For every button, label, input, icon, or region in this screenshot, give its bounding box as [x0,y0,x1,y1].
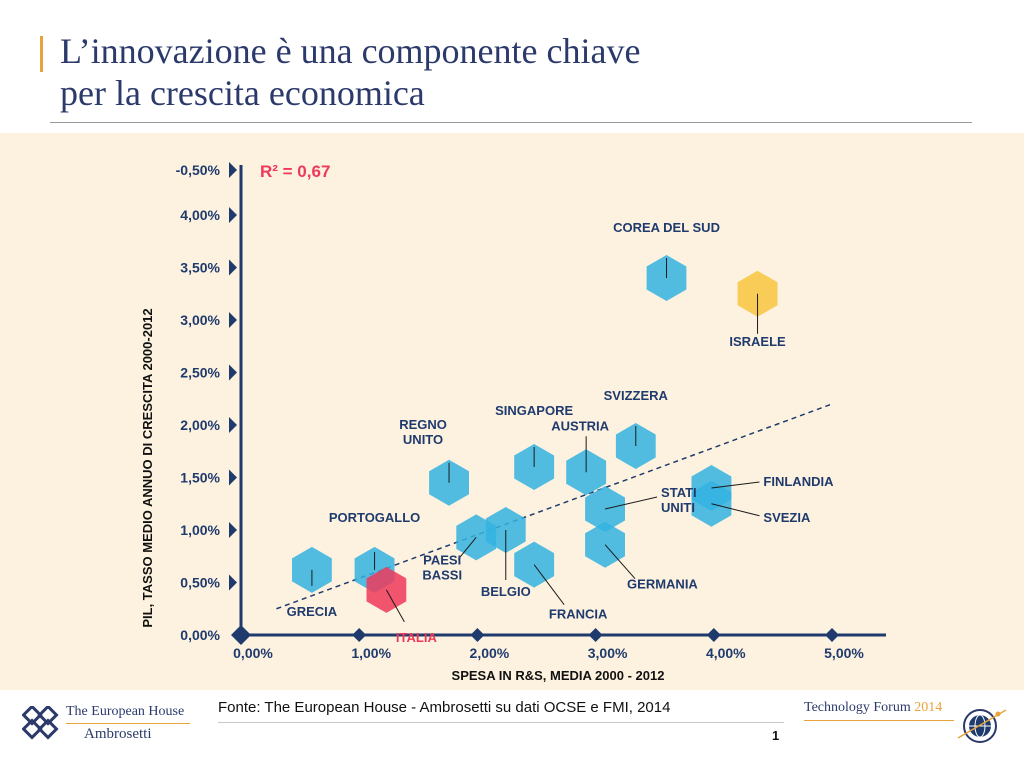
x-tick-label: 1,00% [351,645,391,661]
x-tick-marker [470,628,485,642]
title-line-2: per la crescita economica [60,73,425,113]
footer-divider [218,722,784,723]
x-tick-marker [706,628,721,642]
y-tick-arrow [229,364,237,381]
point-label: SVIZZERA [604,388,669,403]
point-label: FINLANDIA [763,474,834,489]
point-label: BELGIO [481,584,531,599]
scatter-chart: 0,00% 0,50% 1,00% 1,50% 2,00% 2,50% 3,00% 3,50%… [140,162,886,683]
title-divider [50,122,972,123]
point-label: SVEZIA [763,510,811,525]
chart-panel [0,133,1024,690]
point-label-line2: UNITO [403,432,443,447]
y-tick-label: 3,00% [180,312,220,328]
point-label-line2: UNITI [661,500,695,515]
y-tick-arrow [229,162,237,178]
logo-left-separator [66,723,190,724]
y-tick-label: 2,50% [180,365,220,381]
logo-left-line-2: Ambrosetti [84,726,152,742]
leader-line [457,537,477,560]
point-label: SINGAPORE [495,403,573,418]
x-tick-label: 4,00% [706,645,746,661]
data-point-hexagon [566,449,607,496]
logo-right-text: Technology Forum 2014 [804,700,942,716]
y-tick-label: 3,50% [180,260,220,276]
leader-line [711,481,760,489]
point-label: COREA DEL SUD [613,220,720,235]
x-tick-marker [825,628,839,642]
y-tick-arrow [229,207,237,223]
point-label: FRANCIA [549,607,608,622]
y-tick-arrow [229,469,237,486]
logo-right-separator [804,720,954,721]
point-label: GRECIA [287,604,338,619]
data-point-hexagon [429,459,469,506]
x-tick-label: 3,00% [588,645,628,661]
y-axis-label: PIL, TASSO MEDIO ANNUO DI CRESCITA 2000-… [140,308,155,627]
source-note: Fonte: The European House - Ambrosetti s… [218,699,671,716]
title-accent-bar [40,36,43,72]
x-tick-marker [588,628,603,642]
technology-forum-logo: Technology Forum 2014 [800,700,1024,760]
y-tick-arrow [229,417,237,433]
globe-icon [957,709,1007,743]
data-point-hexagon [514,541,555,588]
y-tick-arrow [229,259,237,276]
y-tick-label: 0,00% [180,627,220,643]
y-tick-arrow [229,312,237,328]
page-number: 1 [772,728,780,743]
y-tick-label: 0,50% [180,575,220,591]
x-tick-label: 0,00% [233,645,273,661]
point-label-line2: BASSI [422,567,462,582]
point-label: AUSTRIA [551,418,609,433]
y-tick-arrow [229,522,237,538]
ambrosetti-logo: The European House Ambrosetti [22,702,202,748]
ambrosetti-mark-icon [22,706,59,740]
x-tick-label: 5,00% [824,645,864,661]
y-tick-label: -0,50% [176,162,221,178]
x-tick-marker [352,628,367,642]
y-tick-label: 1,50% [180,470,220,486]
slide-title: L’innovazione è una componente chiave pe… [60,30,960,114]
leader-line [533,564,565,605]
y-tick-arrow [229,574,237,591]
leader-line [604,496,658,510]
point-label-line1: REGNO [399,417,447,432]
y-tick-label: 1,00% [180,522,220,538]
point-label: ISRAELE [729,334,786,349]
point-label: ITALIA [396,630,438,645]
point-label-line1: STATI [661,485,697,500]
leader-line [385,589,405,623]
leader-line [604,544,636,580]
y-tick-label: 4,00% [180,207,220,223]
data-point-hexagon [585,486,625,532]
logo-right-name: Technology Forum [804,700,911,715]
point-label-line1: PAESI [423,552,461,567]
x-axis-label: SPESA IN R&S, MEDIA 2000 - 2012 [452,668,665,683]
origin-marker [231,625,251,645]
r-squared-annotation: R² = 0,67 [260,162,330,181]
title-line-1: L’innovazione è una componente chiave [60,31,641,71]
logo-right-year: 2014 [914,700,943,715]
leader-line [711,503,760,517]
point-label: PORTOGALLO [329,510,420,525]
point-label: GERMANIA [627,577,698,592]
y-tick-label: 2,00% [180,417,220,433]
x-tick-label: 2,00% [470,645,510,661]
logo-left-line-1: The European House [66,704,185,719]
